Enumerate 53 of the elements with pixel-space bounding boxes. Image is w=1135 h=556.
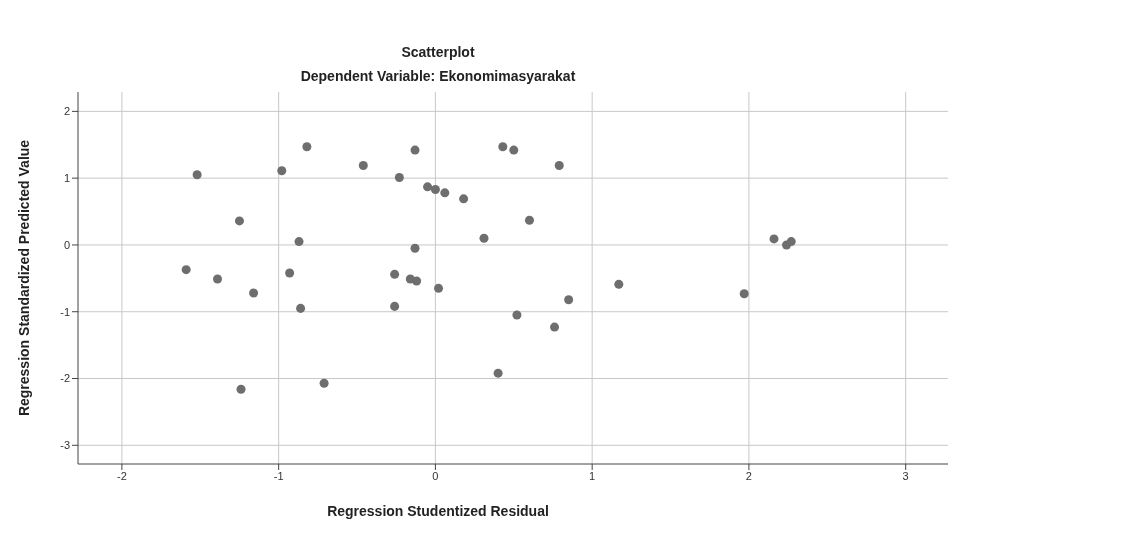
y-tick-label: -1: [60, 305, 70, 318]
point: [410, 243, 420, 253]
y-tick-label: 1: [63, 172, 70, 185]
point: [524, 215, 534, 225]
x-tick-label: -1: [273, 469, 284, 482]
point: [234, 216, 244, 226]
point: [786, 237, 796, 247]
y-tick-label: 2: [63, 105, 70, 118]
point: [554, 160, 564, 170]
point: [410, 145, 420, 155]
point: [739, 289, 749, 299]
point: [390, 269, 400, 279]
x-tick-label: 3: [902, 469, 909, 482]
chart-subtitle: Dependent Variable: Ekonomimasyarakat: [299, 68, 577, 84]
point: [479, 233, 489, 243]
point: [249, 288, 259, 298]
point: [294, 237, 304, 247]
point: [430, 185, 440, 195]
point: [512, 310, 522, 320]
x-axis-title: Regression Studentized Residual: [327, 503, 549, 519]
point: [296, 303, 306, 313]
y-tick-label: -3: [60, 439, 70, 452]
point: [423, 182, 433, 192]
point: [277, 166, 287, 176]
point: [319, 378, 329, 388]
point: [564, 295, 574, 305]
point: [213, 274, 223, 284]
x-tick-label: -2: [117, 469, 127, 482]
point: [550, 322, 560, 332]
point: [192, 170, 202, 180]
point: [493, 368, 503, 378]
y-tick-label: -2: [60, 372, 70, 385]
point: [412, 276, 422, 286]
point: [285, 268, 295, 278]
x-tick-label: 1: [589, 469, 596, 482]
x-tick-label: 0: [432, 469, 439, 482]
point: [614, 279, 624, 289]
point: [459, 194, 469, 204]
point: [302, 142, 312, 152]
y-tick-label: 0: [63, 238, 70, 251]
point: [509, 145, 519, 155]
point: [440, 188, 450, 198]
point: [390, 301, 400, 311]
point: [181, 265, 191, 275]
point: [236, 384, 246, 394]
point: [394, 172, 404, 182]
point: [769, 234, 779, 244]
chart-title: Scatterplot: [400, 44, 476, 60]
point: [434, 283, 444, 293]
point: [498, 142, 508, 152]
point: [358, 160, 368, 170]
y-axis-title: Regression Standardized Predicted Value: [15, 139, 32, 417]
x-tick-label: 2: [745, 469, 752, 482]
